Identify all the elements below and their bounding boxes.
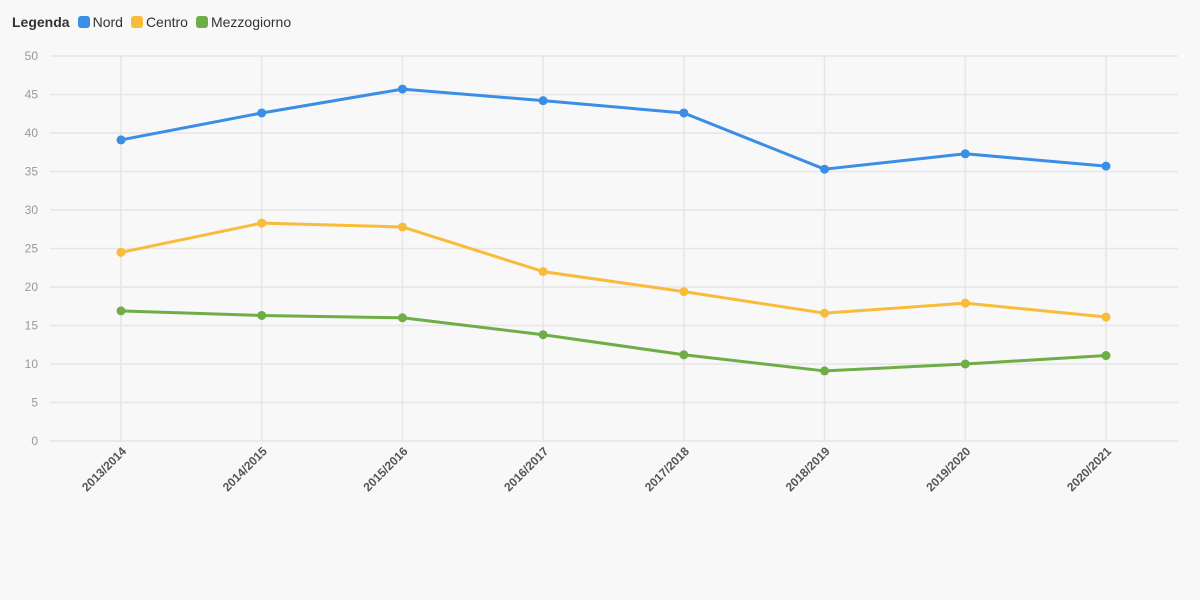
x-tick-label: 2020/2021 <box>1064 444 1114 494</box>
data-point-mezzogiorno <box>960 359 970 369</box>
y-tick-label: 45 <box>25 88 39 102</box>
legend-label-mezzogiorno: Mezzogiorno <box>210 14 292 30</box>
x-tick-label: 2018/2019 <box>783 444 833 494</box>
data-point-centro <box>960 298 970 308</box>
data-point-mezzogiorno <box>679 350 689 360</box>
y-tick-label: 5 <box>31 396 38 410</box>
series-line-mezzogiorno <box>120 309 1107 373</box>
y-tick-label: 10 <box>25 357 39 371</box>
x-tick-label: 2014/2015 <box>220 444 270 494</box>
y-tick-label: 15 <box>25 319 39 333</box>
x-tick-label: 2013/2014 <box>79 444 129 494</box>
series-line-nord <box>120 87 1107 171</box>
legend-swatch-centro <box>130 16 143 28</box>
data-point-nord <box>257 108 267 118</box>
legend-item-centro[interactable]: Centro <box>130 14 188 30</box>
data-point-centro <box>1101 312 1111 322</box>
data-point-mezzogiorno <box>820 366 830 376</box>
x-tick-label: 2016/2017 <box>501 444 551 494</box>
legend-label-centro: Centro <box>145 14 188 30</box>
y-tick-label: 0 <box>31 434 38 448</box>
y-tick-label: 30 <box>25 203 39 217</box>
data-point-centro <box>397 222 407 232</box>
grid-lines <box>50 55 1178 442</box>
legend-label-nord: Nord <box>92 14 123 30</box>
y-tick-label: 20 <box>25 280 39 294</box>
x-tick-label: 2019/2020 <box>923 444 973 494</box>
y-tick-label: 40 <box>25 126 39 140</box>
data-point-mezzogiorno <box>116 306 126 316</box>
y-tick-label: 35 <box>25 165 39 179</box>
y-axis-tick-labels: 0 5 10 15 20 25 30 35 40 45 50 <box>25 49 39 448</box>
data-point-centro <box>679 287 689 297</box>
data-point-nord <box>820 164 830 174</box>
x-tick-label: 2015/2016 <box>361 444 411 494</box>
data-point-nord <box>679 108 689 118</box>
data-point-centro <box>538 267 548 277</box>
data-point-centro <box>820 308 830 318</box>
x-tick-label: 2017/2018 <box>642 444 692 494</box>
y-tick-label: 50 <box>25 49 39 63</box>
data-point-mezzogiorno <box>538 330 548 340</box>
legend-title: Legenda <box>12 14 70 30</box>
data-point-nord <box>538 96 548 106</box>
data-point-nord <box>960 149 970 159</box>
data-point-mezzogiorno <box>1101 351 1111 361</box>
legend-swatch-nord <box>77 16 90 28</box>
series-line-centro <box>120 221 1107 319</box>
series-lines <box>120 87 1107 373</box>
data-point-mezzogiorno <box>257 310 267 320</box>
chart-legend: Legenda Nord Centro Mezzogiorno <box>12 12 299 32</box>
legend-swatch-mezzogiorno <box>195 16 208 28</box>
data-point-nord <box>1101 161 1111 171</box>
data-point-nord <box>397 84 407 94</box>
data-point-mezzogiorno <box>397 313 407 323</box>
x-axis-tick-labels: 2013/2014 2014/2015 2015/2016 2016/2017 2017… <box>79 444 1114 494</box>
legend-item-mezzogiorno[interactable]: Mezzogiorno <box>195 14 292 30</box>
data-point-nord <box>116 135 126 145</box>
data-point-centro <box>257 218 267 228</box>
y-tick-label: 25 <box>25 242 39 256</box>
data-point-centro <box>116 247 126 257</box>
legend-item-nord[interactable]: Nord <box>77 14 123 30</box>
series-points <box>116 84 1111 376</box>
